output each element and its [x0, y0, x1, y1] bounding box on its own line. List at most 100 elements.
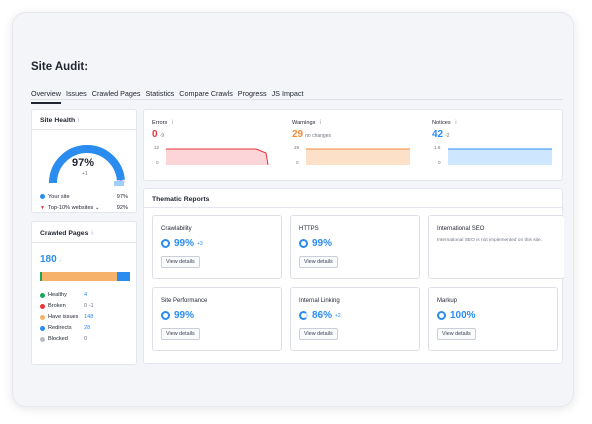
info-icon[interactable]: i: [319, 120, 322, 126]
tab-statistics[interactable]: Statistics: [145, 89, 175, 98]
report-name: Markup: [437, 298, 458, 304]
view-details-button[interactable]: View details: [161, 328, 200, 340]
bar-healthy: [40, 272, 42, 281]
divider: [32, 129, 136, 130]
thematic-reports-title: Thematic Reports: [152, 196, 210, 203]
chevron-down-icon[interactable]: ⌄: [94, 205, 100, 211]
tab-js-impact[interactable]: JS Impact: [271, 89, 304, 98]
report-value: 86% +2: [299, 310, 341, 321]
tab-overview[interactable]: Overview: [31, 89, 61, 104]
legend-value: 148: [84, 314, 94, 320]
broken-dot-icon: [40, 303, 45, 309]
top10-row[interactable]: ▼ Top-10% websites ⌄ 92%: [40, 205, 128, 211]
errors-count: 0: [152, 129, 158, 140]
tab-crawled-pages[interactable]: Crawled Pages: [91, 89, 141, 98]
notices-label-text: Notices: [432, 120, 451, 126]
progress-ring-icon: [161, 311, 170, 320]
report-delta: +3: [197, 240, 203, 247]
legend-redirects[interactable]: Redirects 28: [40, 325, 90, 331]
errors-line: [166, 148, 269, 165]
tab-issues[interactable]: Issues: [65, 89, 87, 98]
view-details-button[interactable]: View details: [299, 256, 338, 268]
report-card-markup[interactable]: Markup 100% View details: [428, 287, 558, 351]
legend-label: Have issues: [48, 314, 79, 320]
report-name: Crawlability: [161, 226, 192, 232]
warnings-label-text: Warnings: [292, 120, 316, 126]
errors-area: [166, 149, 268, 165]
legend-label: Blocked: [48, 336, 68, 342]
warnings-area: [306, 149, 410, 165]
errors-value[interactable]: 0 -9: [152, 129, 164, 140]
info-icon[interactable]: i: [91, 231, 93, 237]
warnings-label: Warnings i: [292, 120, 321, 126]
report-percent: 100%: [450, 310, 476, 321]
top10-label: Top-10% websites: [47, 205, 94, 211]
notices-tick-bottom: 0: [438, 160, 441, 165]
progress-ring-icon: [161, 239, 170, 248]
health-score: 97%: [72, 157, 95, 169]
tab-progress[interactable]: Progress: [237, 89, 267, 98]
errors-tick-bottom: 0: [156, 160, 159, 165]
legend-label: Healthy: [48, 292, 67, 298]
healthy-dot-icon: [40, 292, 45, 298]
progress-ring-icon: [299, 239, 308, 248]
warnings-count: 29: [292, 129, 304, 140]
tabs-divider: [31, 99, 563, 100]
legend-label: Broken: [48, 303, 66, 309]
report-name: HTTPS: [299, 226, 319, 232]
report-card-crawlability[interactable]: Crawlability 99% +3 View details: [152, 215, 282, 279]
gauge-end-segment: [114, 181, 124, 186]
your-site-row: Your site 97%: [40, 194, 128, 200]
report-card-internal-linking[interactable]: Internal Linking 86% +2 View details: [290, 287, 420, 351]
legend-broken[interactable]: Broken 0 -1: [40, 303, 94, 309]
report-name: International SEO: [437, 226, 485, 232]
page-title: Site Audit:: [31, 61, 89, 73]
crawled-pages-title: Crawled Pages i: [40, 230, 93, 237]
info-icon[interactable]: i: [455, 120, 457, 126]
legend-blocked[interactable]: Blocked 0: [40, 336, 87, 342]
errors-delta: -9: [159, 133, 165, 139]
report-note: International SEO is not implemented on …: [437, 238, 543, 243]
crawled-total: 180 -: [40, 254, 61, 265]
report-name: Internal Linking: [299, 298, 340, 304]
legend-value: 4: [84, 292, 88, 298]
legend-healthy[interactable]: Healthy 4: [40, 292, 87, 298]
report-percent: 99%: [174, 310, 195, 321]
report-card-https[interactable]: HTTPS 99% View details: [290, 215, 420, 279]
crawled-total-value: 180: [40, 254, 57, 265]
your-site-value: 97%: [116, 194, 128, 200]
notices-area: [448, 149, 552, 165]
notices-delta: -2: [445, 133, 450, 139]
have-issues-dot-icon: [40, 314, 45, 320]
report-card-international-seo[interactable]: International SEO International SEO is n…: [428, 215, 564, 279]
site-health-card: Site Health i 97% +1 Your site 97% ▼ Top-1…: [31, 109, 137, 213]
view-details-button[interactable]: View details: [437, 328, 476, 340]
view-details-button[interactable]: View details: [161, 256, 200, 268]
health-gauge: [49, 145, 125, 186]
report-value: 100%: [437, 310, 476, 321]
legend-have-issues[interactable]: Have issues 148: [40, 314, 93, 320]
gauge-fill: [49, 145, 125, 184]
warnings-value[interactable]: 29 no changes: [292, 129, 331, 140]
crawled-pages-card: Crawled Pages i 180 - Healthy 4 Broken 0 -1…: [31, 221, 137, 365]
site-health-title: Site Health i: [40, 117, 79, 124]
site-health-title-text: Site Health: [40, 117, 76, 124]
triangle-icon: ▼: [40, 205, 45, 211]
report-delta: +2: [335, 312, 341, 319]
notices-label: Notices i: [432, 120, 457, 126]
tab-compare-crawls[interactable]: Compare Crawls: [179, 89, 233, 98]
info-icon[interactable]: i: [78, 118, 80, 124]
progress-ring-icon: [437, 311, 446, 320]
divider: [144, 207, 562, 208]
report-value: 99% +3: [161, 238, 203, 249]
progress-ring-icon: [299, 311, 308, 320]
thematic-reports-card: Thematic Reports Crawlability 99% +3 View…: [143, 188, 564, 364]
report-card-site-performance[interactable]: Site Performance 99% View details: [152, 287, 282, 351]
notices-value[interactable]: 42 -2: [432, 129, 450, 140]
warnings-tick-bottom: 0: [296, 160, 299, 165]
info-icon[interactable]: i: [171, 120, 174, 126]
view-details-button[interactable]: View details: [299, 328, 338, 340]
your-site-dot-icon: [40, 194, 45, 200]
report-name: Site Performance: [161, 298, 208, 304]
top10-value: 92%: [116, 205, 128, 211]
